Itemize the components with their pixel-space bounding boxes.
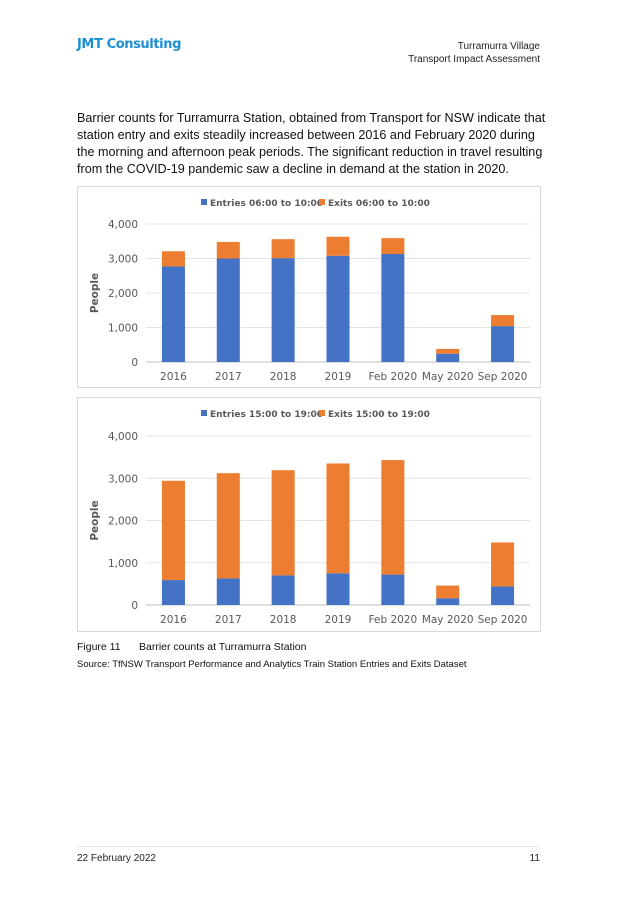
pm-chart-legend: Entries 15:00 to 19:00 Exits 15:00 to 19:… — [201, 410, 430, 420]
am-chart-legend-swatch — [319, 199, 325, 205]
am-chart-legend-label: Entries 06:00 to 10:00 — [210, 199, 323, 209]
figure-caption: Figure 11 Barrier counts at Turramurra St… — [77, 641, 306, 653]
am-chart-x-tick-label: 2017 — [215, 371, 242, 383]
footer-divider — [77, 846, 539, 847]
footer-date: 22 February 2022 — [77, 853, 156, 864]
pm-chart-bar-entries — [161, 580, 185, 605]
pm-chart-x-tick-label: 2017 — [215, 614, 242, 626]
am-chart-x-tick-label: May 2020 — [422, 371, 474, 383]
am-chart-y-tick-label: 3,000 — [108, 254, 138, 266]
pm-chart-bar-exits — [436, 585, 460, 599]
pm-chart-bar-entries — [216, 578, 240, 605]
pm-chart-bar-entries — [491, 586, 515, 605]
pm-chart-bar-exits — [216, 473, 240, 579]
pm-chart-x-tick-label: 2018 — [270, 614, 297, 626]
am-chart-y-tick-label: 1,000 — [108, 323, 138, 335]
am-chart-bar-entries — [271, 258, 295, 362]
pm-chart-bar-entries — [381, 574, 405, 605]
am-chart-bar-entries — [436, 353, 460, 362]
am-chart-y-axis-title: People — [89, 273, 101, 313]
page-number: 11 — [529, 853, 540, 864]
am-chart-bar-exits — [491, 315, 515, 327]
pm-chart-y-tick-label: 0 — [131, 600, 138, 612]
am-chart-bar-exits — [436, 348, 460, 354]
pm-chart-bar-exits — [381, 460, 405, 575]
am-chart-x-tick-label: 2019 — [325, 371, 352, 383]
am-chart-bar-exits — [326, 236, 350, 256]
document-header: Turramurra Village Transport Impact Asse… — [408, 40, 540, 66]
pm-chart-legend-label: Exits 15:00 to 19:00 — [328, 410, 430, 420]
pm-chart-x-tick-label: 2016 — [160, 614, 187, 626]
pm-chart-legend-label: Entries 15:00 to 19:00 — [210, 410, 323, 420]
pm-chart-y-tick-label: 2,000 — [108, 516, 138, 528]
body-paragraph: Barrier counts for Turramurra Station, o… — [77, 110, 546, 176]
am-chart-x-tick-label: Sep 2020 — [478, 371, 528, 383]
am-chart-bar-entries — [326, 255, 350, 362]
am-chart-bar-exits — [216, 241, 240, 259]
figure-number: Figure 11 — [77, 641, 121, 653]
pm-chart-bar-entries — [271, 575, 295, 605]
am-peak-chart: 0 1,000 2,000 3,000 4,000 People 2016 2017 2018 2… — [77, 186, 541, 388]
pm-chart-legend-swatch — [319, 410, 325, 416]
am-chart-bar-entries — [216, 258, 240, 362]
pm-chart-bar-exits — [161, 480, 185, 581]
am-chart-y-tick-label: 0 — [131, 357, 138, 369]
am-chart-bar-entries — [381, 254, 405, 362]
am-chart-x-tick-label: 2016 — [160, 371, 187, 383]
pm-chart-x-tick-label: Sep 2020 — [478, 614, 528, 626]
pm-chart-y-tick-label: 4,000 — [108, 431, 138, 443]
pm-peak-chart: 0 1,000 2,000 3,000 4,000 People 2016 2017 2018 2… — [77, 397, 541, 632]
figure-title: Barrier counts at Turramurra Station — [139, 641, 307, 653]
pm-chart-bar-entries — [436, 598, 460, 605]
project-title: Turramurra Village — [457, 41, 540, 52]
pm-chart-y-axis-title: People — [89, 500, 101, 540]
am-chart-y-tick-label: 4,000 — [108, 219, 138, 231]
am-chart-legend-label: Exits 06:00 to 10:00 — [328, 199, 430, 209]
am-chart-legend-swatch — [201, 199, 207, 205]
am-chart-y-tick-label: 2,000 — [108, 288, 138, 300]
document-subtitle: Transport Impact Assessment — [408, 54, 540, 65]
pm-chart-bar-entries — [326, 573, 350, 605]
pm-chart-x-tick-label: May 2020 — [422, 614, 474, 626]
figure-source: Source: TfNSW Transport Performance and … — [77, 659, 467, 670]
pm-chart-y-tick-label: 1,000 — [108, 558, 138, 570]
pm-chart-x-tick-label: 2019 — [325, 614, 352, 626]
am-chart-legend: Entries 06:00 to 10:00 Exits 06:00 to 10:… — [201, 199, 430, 209]
am-chart-bar-entries — [161, 266, 185, 362]
pm-chart-legend-swatch — [201, 410, 207, 416]
am-chart-bar-exits — [161, 251, 185, 267]
pm-chart-bar-exits — [491, 542, 515, 587]
am-chart-bar-exits — [381, 238, 405, 255]
pm-chart-bar-exits — [326, 463, 350, 574]
pm-chart-bar-exits — [271, 470, 295, 576]
am-peak-chart-svg: 0 1,000 2,000 3,000 4,000 People 2016 2017 2018 2… — [89, 199, 530, 383]
am-chart-bar-exits — [271, 239, 295, 259]
pm-peak-chart-svg: 0 1,000 2,000 3,000 4,000 People 2016 2017 2018 2… — [89, 410, 530, 626]
am-chart-bar-entries — [491, 326, 515, 362]
company-logo: JMT Consulting — [77, 37, 181, 52]
pm-chart-x-tick-label: Feb 2020 — [369, 614, 418, 626]
am-chart-x-tick-label: Feb 2020 — [369, 371, 418, 383]
am-chart-x-tick-label: 2018 — [270, 371, 297, 383]
pm-chart-y-tick-label: 3,000 — [108, 473, 138, 485]
